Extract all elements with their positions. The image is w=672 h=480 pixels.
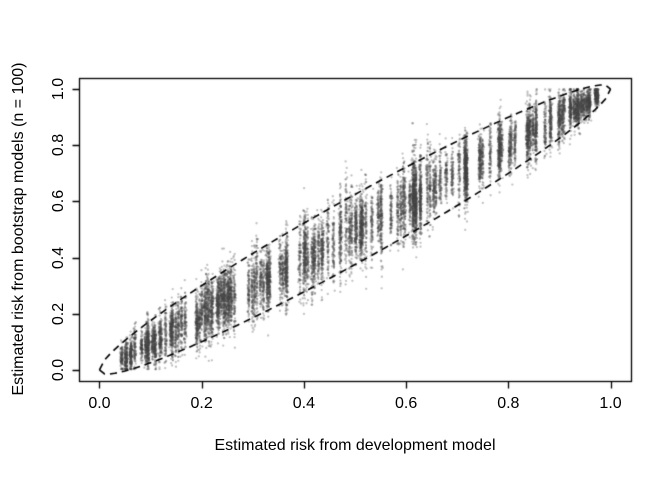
y-tick-label: 0.2 <box>50 302 67 325</box>
y-tick-label: 1.0 <box>50 78 67 101</box>
x-axis-title: Estimated risk from development model <box>214 437 496 454</box>
x-tick-label: 0.6 <box>394 395 418 412</box>
x-tick-label: 0.8 <box>497 395 520 412</box>
y-tick-label: 0.6 <box>50 190 67 213</box>
y-tick-label: 0.8 <box>50 134 67 157</box>
y-tick-label: 0.0 <box>50 358 67 381</box>
x-tick-label: 0.4 <box>292 395 315 412</box>
x-tick-label: 1.0 <box>599 395 622 412</box>
x-tick-label: 0.2 <box>190 395 213 412</box>
y-tick-label: 0.4 <box>50 246 67 269</box>
y-axis-title: Estimated risk from bootstrap models (n … <box>10 62 27 396</box>
x-tick-label: 0.0 <box>88 395 111 412</box>
